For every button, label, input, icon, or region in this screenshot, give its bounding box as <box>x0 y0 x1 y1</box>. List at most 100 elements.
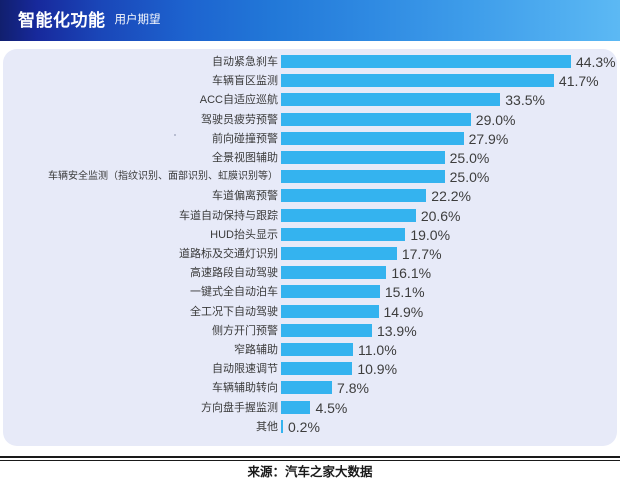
bar-category-label: 驾驶员疲劳预警 <box>201 113 278 126</box>
bar <box>281 266 387 280</box>
bar-row: 车道自动保持与跟踪 20.6% <box>3 207 617 225</box>
bar-value-label: 10.9% <box>357 361 398 378</box>
bar-category-label: 一键式全自动泊车 <box>190 286 278 299</box>
bar-category-label: 方向盘手握监测 <box>201 401 278 414</box>
bar-value-label: 20.6% <box>420 207 461 224</box>
bar <box>281 304 379 318</box>
bar-category-label: 窄路辅助 <box>234 344 278 356</box>
bar-row: 侧方开门预警 13.9% <box>3 322 617 340</box>
bar-row: 车辆安全监测（指纹识别、面部识别、虹膜识别等） 25.0% <box>3 168 617 186</box>
bar-track <box>281 304 379 318</box>
bar-category-label: 车辆辅助转向 <box>212 382 278 395</box>
bar-category-label: 车道自动保持与跟踪 <box>179 209 278 222</box>
bar-value-label: 25.0% <box>449 169 490 186</box>
bar-category-label: 其他 <box>256 420 278 433</box>
bar-category-label: 道路标及交通灯识别 <box>179 248 278 260</box>
bar-value-label: 33.5% <box>505 92 545 109</box>
bar-row: 道路标及交通灯识别 17.7% <box>3 245 617 263</box>
bar-track <box>281 189 427 203</box>
bar <box>281 55 571 68</box>
bar-category-label: 侧方开门预警 <box>212 324 278 337</box>
bar-row: 车辆辅助转向 7.8% <box>3 379 617 397</box>
bar-value-label: 29.0% <box>475 111 516 128</box>
bar-row: 高速路段自动驾驶 16.1% <box>3 264 617 282</box>
bar <box>281 419 283 433</box>
bar <box>281 323 372 337</box>
bar <box>281 189 427 203</box>
bar-category-label: 自动紧急刹车 <box>212 56 278 68</box>
bar-value-label: 41.7% <box>558 73 599 90</box>
bar <box>281 381 333 395</box>
bar-value-label: 4.5% <box>315 399 348 416</box>
bar-value-label: 11.0% <box>357 342 397 358</box>
bar-row: 全景视图辅助 25.0% <box>3 149 617 167</box>
bar-row: 车辆盲区监测 41.7% <box>3 72 617 90</box>
bar-category-label: 高速路段自动驾驶 <box>190 267 278 280</box>
bar-category-label: HUD抬头显示 <box>210 228 278 241</box>
bar-track <box>281 151 445 164</box>
bar-category-label: 车辆盲区监测 <box>212 75 278 88</box>
bar-track <box>281 247 397 260</box>
bar <box>281 131 464 145</box>
bar <box>281 74 554 88</box>
bar-row: 其他 0.2% <box>3 418 617 436</box>
bar-track <box>281 170 445 184</box>
bar-value-label: 16.1% <box>391 265 432 282</box>
bar <box>281 170 445 184</box>
bullet-dot-icon <box>174 133 176 136</box>
bar-track <box>281 419 283 433</box>
bar <box>281 93 501 107</box>
footer-divider-thick <box>0 456 620 458</box>
bar-row: 自动限速调节 10.9% <box>3 360 617 378</box>
bar <box>281 362 353 376</box>
bar-value-label: 25.0% <box>449 150 490 166</box>
bar <box>281 247 397 260</box>
bar-track <box>281 362 353 376</box>
bar-category-label: 车辆安全监测（指纹识别、面部识别、虹膜识别等） <box>48 171 278 183</box>
bar-track <box>281 74 554 88</box>
bar-track <box>281 55 571 68</box>
bar-row: ACC自适应巡航 33.5% <box>3 91 617 109</box>
bar-track <box>281 227 406 241</box>
bar-value-label: 19.0% <box>410 226 451 243</box>
bar-category-label: 全工况下自动驾驶 <box>190 305 278 318</box>
bar-track <box>281 381 333 395</box>
bar-row: 方向盘手握监测 4.5% <box>3 399 617 417</box>
bar <box>281 208 416 222</box>
bar-value-label: 22.2% <box>431 188 471 205</box>
bar-row: 前向碰撞预警 27.9% <box>3 130 617 148</box>
bar-value-label: 27.9% <box>468 130 509 147</box>
bar-row: 一键式全自动泊车 15.1% <box>3 283 617 301</box>
bar-row: 车道偏离预警 22.2% <box>3 187 617 205</box>
bar-value-label: 7.8% <box>337 380 369 397</box>
bar-row: 全工况下自动驾驶 14.9% <box>3 303 617 321</box>
bar-row: 驾驶员疲劳预警 29.0% <box>3 111 617 129</box>
bar-category-label: 车道偏离预警 <box>212 190 278 203</box>
bar-track <box>281 208 416 222</box>
footer-divider-thin <box>0 460 620 461</box>
bar <box>281 227 406 241</box>
bar <box>281 151 445 164</box>
bar-track <box>281 112 471 126</box>
bar-category-label: 全景视图辅助 <box>212 152 278 164</box>
source-note: 来源：汽车之家大数据 <box>247 465 373 479</box>
bar-track <box>281 93 501 107</box>
bar-value-label: 17.7% <box>401 246 442 262</box>
bar-row: 自动紧急刹车 44.3% <box>3 53 617 71</box>
bar-track <box>281 400 311 414</box>
bar-track <box>281 323 372 337</box>
bar <box>281 112 471 126</box>
bar-row: 窄路辅助 11.0% <box>3 341 617 359</box>
bar <box>281 400 311 414</box>
bar-category-label: 自动限速调节 <box>212 363 278 376</box>
bar-value-label: 13.9% <box>376 322 417 339</box>
bar-value-label: 14.9% <box>383 303 424 320</box>
page-title: 智能化功能 <box>18 11 106 30</box>
bar-value-label: 0.2% <box>288 418 320 435</box>
horizontal-bar-chart: 自动紧急刹车 44.3% 车辆盲区监测 41.7% ACC自适应巡航 33.5% 驾驶员疲劳… <box>3 49 617 446</box>
bar <box>281 285 380 299</box>
bar-category-label: 前向碰撞预警 <box>212 132 278 145</box>
bar-value-label: 15.1% <box>384 284 425 301</box>
bar-row: HUD抬头显示 19.0% <box>3 226 617 244</box>
bar <box>281 343 353 356</box>
